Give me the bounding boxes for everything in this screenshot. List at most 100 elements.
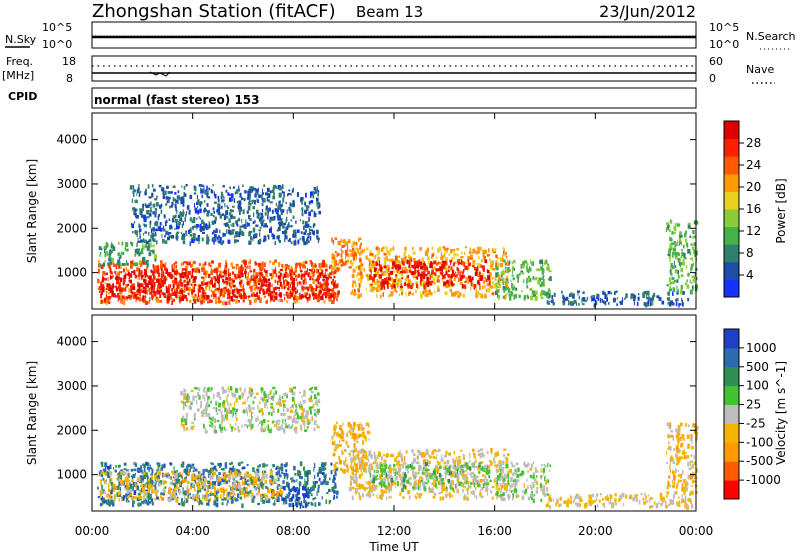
velocity-cell bbox=[452, 457, 454, 463]
power-cell bbox=[227, 224, 230, 228]
power-cell bbox=[325, 292, 328, 297]
power-cell bbox=[252, 237, 254, 242]
power-cell bbox=[448, 265, 450, 269]
power-cell bbox=[190, 274, 193, 279]
velocity-cell bbox=[262, 499, 266, 504]
velocity-cell bbox=[399, 463, 401, 468]
power-cell bbox=[221, 213, 225, 216]
power-cell bbox=[221, 193, 224, 198]
velocity-cell bbox=[211, 467, 213, 472]
power-cell bbox=[340, 248, 342, 251]
power-cell bbox=[375, 246, 379, 251]
velocity-cell bbox=[167, 473, 170, 478]
power-cell bbox=[336, 263, 339, 266]
velocity-cell bbox=[276, 475, 279, 481]
power-cell bbox=[275, 202, 277, 206]
power-cell bbox=[383, 253, 387, 256]
power-cell bbox=[480, 276, 482, 281]
power-cell bbox=[274, 208, 278, 213]
power-cell bbox=[498, 284, 502, 289]
power-cell bbox=[198, 239, 200, 245]
power-cell bbox=[461, 251, 463, 255]
power-cell bbox=[389, 283, 391, 287]
velocity-cell bbox=[505, 461, 507, 466]
velocity-cell bbox=[319, 468, 322, 474]
power-cell bbox=[388, 267, 390, 272]
power-cell bbox=[691, 275, 695, 279]
velocity-cell bbox=[261, 493, 263, 497]
power-cell bbox=[681, 302, 684, 307]
velocity-cell bbox=[194, 480, 197, 484]
velocity-cell bbox=[415, 495, 418, 500]
power-cell bbox=[484, 249, 488, 254]
power-cell bbox=[252, 234, 256, 239]
power-cell bbox=[259, 238, 262, 243]
power-cell bbox=[196, 199, 200, 204]
power-cell bbox=[143, 218, 147, 223]
velocity-cell bbox=[308, 501, 310, 504]
velocity-cell bbox=[123, 480, 125, 485]
power-cell bbox=[135, 199, 138, 204]
power-cell bbox=[134, 199, 136, 204]
power-cell bbox=[194, 203, 195, 208]
power-cell bbox=[682, 261, 685, 266]
power-cell bbox=[334, 251, 337, 254]
power-cell bbox=[155, 220, 159, 226]
power-cell bbox=[188, 278, 191, 283]
velocity-cell bbox=[222, 490, 226, 493]
power-cell bbox=[414, 265, 418, 269]
power-cell bbox=[452, 273, 456, 277]
power-cell bbox=[194, 207, 198, 211]
velocity-cell bbox=[122, 470, 126, 474]
velocity-cell bbox=[365, 467, 367, 471]
power-cell bbox=[593, 303, 596, 308]
power-cell bbox=[265, 273, 268, 277]
power-cell bbox=[357, 288, 359, 291]
power-cell bbox=[400, 273, 404, 277]
power-cell bbox=[500, 262, 503, 268]
power-cell bbox=[438, 261, 440, 264]
velocity-cell bbox=[141, 501, 144, 504]
power-cell bbox=[279, 217, 281, 221]
power-cell bbox=[606, 297, 608, 302]
power-cell bbox=[680, 268, 683, 273]
velocity-cell bbox=[490, 448, 493, 452]
power-cell bbox=[132, 291, 136, 296]
power-cell bbox=[310, 209, 314, 212]
power-cell bbox=[208, 262, 211, 267]
power-cell bbox=[148, 276, 151, 280]
velocity-cell bbox=[140, 465, 143, 469]
power-cell bbox=[323, 263, 327, 268]
velocity-cell bbox=[234, 474, 238, 478]
power-cell bbox=[193, 299, 197, 304]
power-cell bbox=[305, 261, 307, 264]
velocity-cell bbox=[186, 480, 190, 484]
velocity-cell bbox=[361, 434, 364, 438]
velocity-cell bbox=[392, 469, 394, 474]
power-cell bbox=[318, 292, 320, 297]
power-cell bbox=[619, 300, 621, 304]
power-cell bbox=[484, 259, 488, 264]
velocity-cell bbox=[162, 474, 166, 477]
power-cell bbox=[167, 191, 171, 194]
power-cell bbox=[444, 260, 447, 265]
power-cell bbox=[370, 266, 373, 270]
power-cell bbox=[325, 279, 329, 285]
power-cell bbox=[460, 256, 464, 259]
power-cell bbox=[313, 279, 316, 284]
power-cell bbox=[415, 262, 419, 266]
power-cell bbox=[387, 252, 391, 256]
power-cell bbox=[387, 277, 391, 281]
freq-panel-frame bbox=[91, 55, 697, 82]
power-cell bbox=[185, 230, 188, 234]
power-cell bbox=[202, 288, 204, 292]
power-cell bbox=[221, 301, 224, 306]
power-cell bbox=[483, 285, 486, 289]
velocity-cell bbox=[110, 471, 113, 474]
power-cell bbox=[382, 281, 386, 286]
power-cell bbox=[344, 249, 348, 255]
power-cell bbox=[256, 215, 260, 219]
power-cell bbox=[280, 299, 283, 303]
power-cell bbox=[287, 287, 290, 290]
power-cell bbox=[234, 235, 236, 238]
